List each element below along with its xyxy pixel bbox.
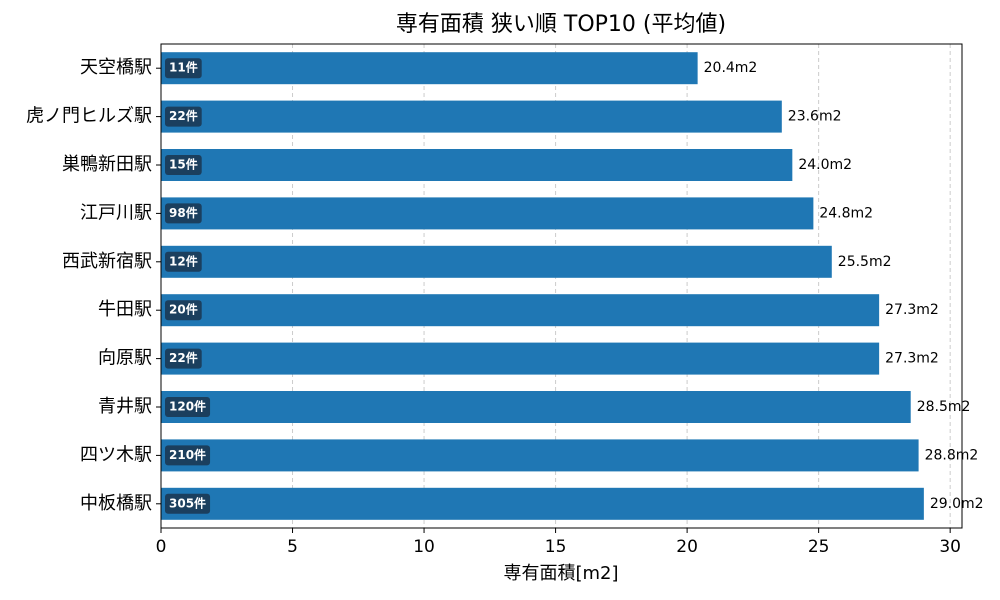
value-label: 27.3m2 (885, 351, 939, 367)
count-badge (165, 445, 211, 466)
x-tick-label: 5 (287, 537, 298, 557)
bar (161, 100, 782, 133)
count-badge (165, 106, 202, 127)
value-label: 20.4m2 (704, 60, 758, 76)
y-tick-label: 巣鴨新田駅 (62, 154, 152, 175)
value-label: 29.0m2 (930, 496, 984, 512)
y-tick-label: 虎ノ門ヒルズ駅 (26, 106, 152, 127)
value-label: 25.5m2 (838, 254, 892, 270)
bar (161, 294, 880, 327)
count-label: 15件 (169, 157, 198, 172)
count-badge (165, 251, 202, 272)
bar (161, 245, 832, 278)
value-label: 24.0m2 (798, 157, 852, 173)
value-label: 23.6m2 (788, 109, 842, 125)
count-label: 305件 (169, 495, 206, 510)
y-tick-label: 江戸川駅 (80, 202, 152, 223)
count-label: 22件 (169, 108, 198, 123)
x-tick-label: 0 (156, 537, 167, 557)
count-badge (165, 397, 211, 417)
y-tick-label: 青井駅 (98, 396, 152, 417)
x-tick-label: 30 (939, 537, 961, 557)
value-label: 24.8m2 (819, 205, 873, 221)
count-label: 11件 (169, 60, 198, 75)
count-badge (165, 300, 202, 321)
count-badge (165, 493, 211, 514)
bar (161, 391, 911, 423)
y-tick-label: 西武新宿駅 (62, 251, 152, 272)
count-badge (165, 155, 202, 175)
count-label: 98件 (169, 205, 198, 220)
count-label: 120件 (169, 399, 206, 414)
count-label: 12件 (169, 253, 198, 268)
x-tick-label: 20 (676, 537, 698, 557)
count-label: 22件 (169, 350, 198, 365)
x-axis-label: 専有面積[m2] (503, 563, 618, 584)
count-badge (165, 58, 202, 79)
bar (161, 197, 814, 230)
y-tick-label: 向原駅 (98, 348, 152, 369)
x-tick-label: 25 (808, 537, 830, 557)
value-label: 28.5m2 (917, 399, 971, 415)
count-label: 210件 (169, 447, 206, 462)
y-tick-label: 中板橋駅 (80, 493, 152, 514)
x-tick-label: 15 (545, 537, 567, 557)
axes-frame (160, 43, 963, 529)
count-badge (165, 203, 202, 224)
value-label: 28.8m2 (925, 447, 979, 463)
bar (161, 342, 880, 375)
x-tick-label: 10 (413, 537, 435, 557)
bar (161, 52, 698, 85)
y-tick-label: 天空橋駅 (80, 57, 152, 78)
count-badge (165, 348, 202, 369)
y-tick-label: 四ツ木駅 (80, 444, 152, 465)
bar (161, 149, 793, 181)
bar (161, 439, 919, 472)
y-tick-label: 牛田駅 (98, 299, 152, 320)
bar (161, 487, 924, 520)
chart-title: 専有面積 狭い順 TOP10 (平均値) (396, 12, 726, 37)
value-label: 27.3m2 (885, 302, 939, 318)
count-label: 20件 (169, 302, 198, 317)
